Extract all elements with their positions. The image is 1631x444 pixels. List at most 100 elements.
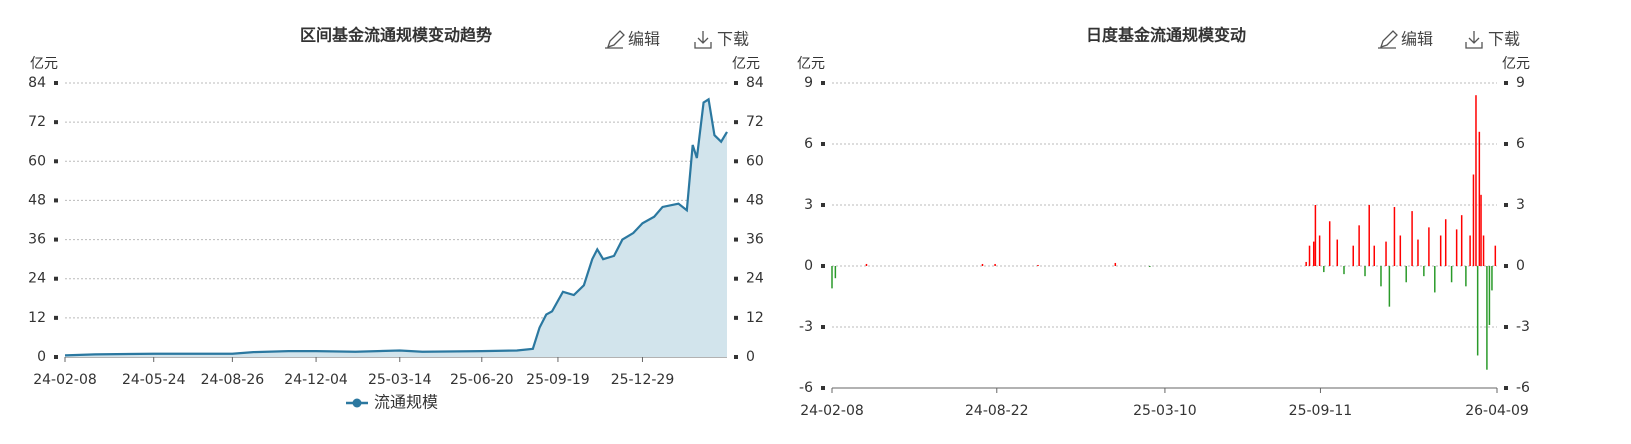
toolbar-button[interactable]: 下载 bbox=[1488, 30, 1520, 49]
y-tick bbox=[821, 264, 825, 268]
y2-tick-label: 9 bbox=[1516, 75, 1525, 91]
y2-tick-label: 72 bbox=[746, 114, 764, 130]
y-tick-label: 48 bbox=[28, 192, 46, 208]
series-line bbox=[64, 97, 728, 357]
y-tick-label: 24 bbox=[28, 271, 46, 287]
bar bbox=[1482, 235, 1485, 266]
y-tick bbox=[54, 198, 58, 203]
y2-tick-label: -6 bbox=[1516, 380, 1530, 396]
y2-tick-label: 6 bbox=[1516, 136, 1525, 152]
download-icon bbox=[1465, 31, 1483, 49]
y2-tick-label: 36 bbox=[746, 232, 764, 248]
legend-marker bbox=[352, 398, 362, 408]
y2-tick bbox=[734, 120, 738, 125]
y2-tick bbox=[1504, 203, 1508, 207]
toolbar-button[interactable]: 下载 bbox=[717, 30, 749, 49]
legend-label: 流通规模 bbox=[374, 393, 438, 412]
bar bbox=[1037, 264, 1039, 266]
bar bbox=[1405, 266, 1407, 283]
bar bbox=[1364, 266, 1366, 277]
x-tick-label: 24-08-26 bbox=[201, 372, 265, 388]
y2-tick bbox=[734, 198, 738, 203]
bar bbox=[1312, 241, 1315, 266]
bar bbox=[865, 263, 868, 266]
chart-title: 日度基金流通规模变动 bbox=[1086, 26, 1246, 45]
y-tick-label: 60 bbox=[28, 153, 46, 169]
bar bbox=[1434, 266, 1436, 293]
area-fill bbox=[65, 99, 727, 358]
y-tick-label: 3 bbox=[804, 197, 813, 213]
x-tick-label: 24-02-08 bbox=[800, 403, 864, 419]
bar bbox=[1388, 266, 1391, 307]
y2-tick-label: 0 bbox=[1516, 258, 1525, 274]
bar bbox=[1491, 266, 1493, 291]
x-tick-label: 25-12-29 bbox=[611, 372, 675, 388]
y-tick bbox=[54, 237, 58, 242]
x-tick-label: 24-05-24 bbox=[122, 372, 186, 388]
y2-tick-label: 84 bbox=[746, 75, 764, 91]
y-tick-label: 72 bbox=[28, 114, 46, 130]
y2-tick-label: 0 bbox=[746, 349, 755, 365]
edit-icon bbox=[1378, 30, 1398, 49]
x-tick-label: 25-03-14 bbox=[368, 372, 432, 388]
bar bbox=[1323, 266, 1325, 273]
y-tick-label: 84 bbox=[28, 75, 46, 91]
bar bbox=[1343, 266, 1345, 275]
bar bbox=[834, 266, 837, 279]
y-tick-label: 12 bbox=[28, 310, 46, 326]
y-tick-label: 36 bbox=[28, 232, 46, 248]
toolbar-button[interactable]: 编辑 bbox=[628, 30, 660, 49]
y2-tick bbox=[1504, 81, 1508, 85]
y-tick-label: -6 bbox=[799, 380, 813, 396]
bar bbox=[1475, 95, 1477, 266]
download-icon bbox=[694, 31, 712, 49]
bar bbox=[1460, 215, 1463, 266]
y2-tick bbox=[1504, 142, 1508, 146]
y2-tick bbox=[1504, 386, 1508, 390]
y2-tick-label: 3 bbox=[1516, 197, 1525, 213]
bar bbox=[1423, 266, 1425, 277]
bar bbox=[1149, 266, 1151, 268]
x-tick-label: 25-06-20 bbox=[450, 372, 514, 388]
bar bbox=[1417, 239, 1419, 266]
y2-tick-label: -3 bbox=[1516, 319, 1530, 335]
y-tick bbox=[54, 81, 58, 85]
y2-tick bbox=[734, 355, 738, 359]
bar bbox=[1494, 245, 1497, 266]
y-tick-label: 6 bbox=[804, 136, 813, 152]
bar bbox=[1465, 266, 1467, 287]
x-tick-label: 25-03-10 bbox=[1133, 403, 1197, 419]
y-tick-label: 0 bbox=[804, 258, 813, 274]
y2-tick-label: 48 bbox=[746, 192, 764, 208]
x-tick-label: 24-12-04 bbox=[284, 372, 348, 388]
y-tick bbox=[54, 276, 58, 281]
toolbar-button[interactable]: 编辑 bbox=[1401, 30, 1433, 49]
x-tick-label: 24-08-22 bbox=[965, 403, 1029, 419]
bar bbox=[1352, 245, 1354, 266]
y2-tick bbox=[734, 237, 738, 242]
x-tick-label: 25-09-19 bbox=[526, 372, 590, 388]
y2-tick bbox=[734, 315, 738, 320]
y-tick bbox=[821, 325, 825, 329]
y-tick bbox=[821, 386, 825, 390]
y-tick bbox=[821, 142, 825, 146]
y2-axis-unit: 亿元 bbox=[1502, 56, 1530, 72]
bar bbox=[981, 263, 984, 266]
chart-title: 区间基金流通规模变动趋势 bbox=[300, 26, 492, 45]
y2-tick bbox=[734, 81, 738, 85]
bar bbox=[1373, 245, 1376, 266]
bar bbox=[1336, 239, 1339, 266]
bar bbox=[1380, 266, 1382, 287]
bar bbox=[1393, 207, 1396, 266]
y-tick bbox=[54, 120, 58, 125]
bar bbox=[1358, 225, 1360, 266]
bar bbox=[1478, 131, 1481, 266]
x-tick-label: 26-04-09 bbox=[1465, 403, 1529, 419]
bar bbox=[1318, 235, 1321, 266]
y-tick bbox=[54, 159, 58, 164]
bar bbox=[1486, 266, 1488, 370]
bar bbox=[1385, 241, 1387, 266]
y-axis-unit: 亿元 bbox=[797, 56, 825, 72]
y2-tick bbox=[734, 159, 738, 164]
